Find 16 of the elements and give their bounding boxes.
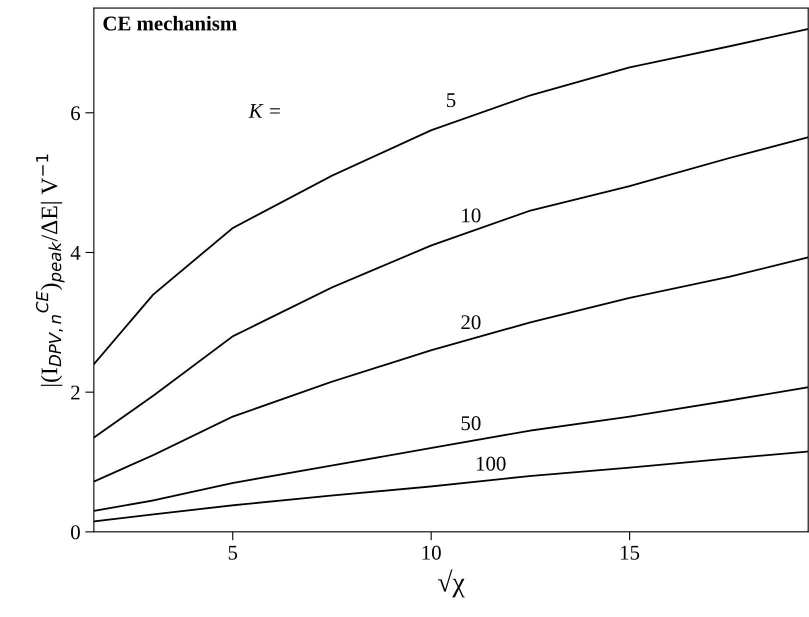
series-label: 50 — [462, 416, 480, 430]
annotation: K = — [248, 104, 280, 118]
x-tick-label: 5 — [228, 546, 238, 560]
series-label: 100 — [476, 456, 506, 471]
y-tick-label: 2 — [71, 386, 80, 400]
series-label: 5 — [447, 93, 456, 108]
series-label: 10 — [462, 208, 480, 222]
x-tick-label: 10 — [422, 546, 441, 560]
y-tick-label: 4 — [70, 246, 80, 260]
y-tick-label: 6 — [71, 106, 80, 120]
y-axis-title: |(I$_{DPV,n}$$^{CE}$)$_{peak}$/ΔE| V$^{−1}$ — [36, 154, 64, 386]
chart-title: CE mechanism — [103, 16, 237, 31]
y-tick-label: 0 — [71, 525, 80, 540]
series-label: 20 — [461, 315, 480, 330]
x-axis-title: √χ — [438, 569, 465, 598]
x-tick-label: 15 — [621, 546, 640, 560]
